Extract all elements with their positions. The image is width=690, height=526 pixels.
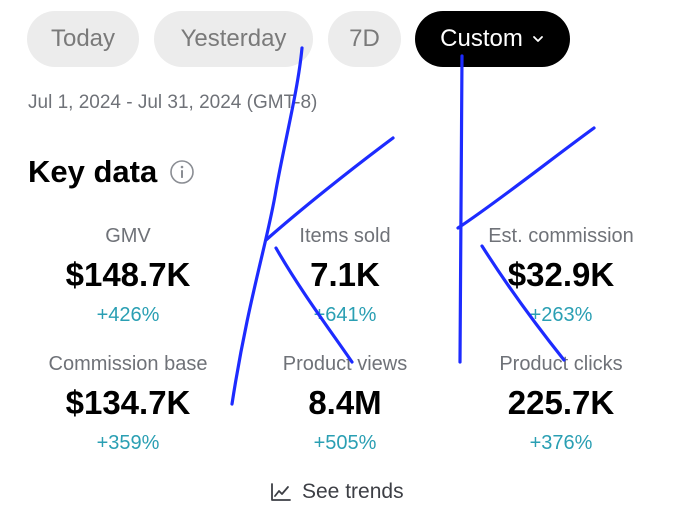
tab-yesterday[interactable]: Yesterday bbox=[154, 11, 313, 67]
metric-label: GMV bbox=[105, 225, 151, 247]
metric-value: $148.7K bbox=[65, 256, 191, 293]
tab-today-label: Today bbox=[50, 25, 116, 52]
section-title: Key data bbox=[28, 154, 158, 189]
line-chart-icon bbox=[271, 483, 291, 501]
metric-product-clicks[interactable]: Product clicks 225.7K +376% bbox=[451, 351, 671, 456]
metric-change: +426% bbox=[96, 304, 160, 326]
metric-change: +641% bbox=[313, 304, 377, 326]
metric-value: $134.7K bbox=[65, 384, 191, 421]
chevron-down-icon bbox=[532, 36, 543, 42]
tab-yesterday-label: Yesterday bbox=[180, 25, 287, 52]
see-trends-label: See trends bbox=[302, 480, 404, 503]
metric-change: +505% bbox=[313, 432, 377, 454]
metric-gmv[interactable]: GMV $148.7K +426% bbox=[18, 223, 238, 328]
metric-label: Commission base bbox=[48, 353, 208, 375]
metric-change: +263% bbox=[529, 304, 593, 326]
metric-value: 7.1K bbox=[310, 256, 380, 293]
tab-custom[interactable]: Custom bbox=[415, 11, 570, 67]
see-trends-button[interactable]: See trends bbox=[270, 480, 404, 504]
metric-label: Product clicks bbox=[499, 353, 623, 375]
metric-label: Est. commission bbox=[488, 225, 634, 247]
info-icon[interactable] bbox=[169, 159, 195, 185]
metric-change: +376% bbox=[529, 432, 593, 454]
metric-product-views[interactable]: Product views 8.4M +505% bbox=[235, 351, 455, 456]
metric-label: Product views bbox=[282, 353, 408, 375]
date-range: Jul 1, 2024 - Jul 31, 2024 (GMT-8) bbox=[28, 92, 318, 113]
metric-value: 225.7K bbox=[507, 384, 615, 421]
metric-change: +359% bbox=[96, 432, 160, 454]
metric-commission-base[interactable]: Commission base $134.7K +359% bbox=[18, 351, 238, 456]
metric-label: Items sold bbox=[299, 225, 391, 247]
metric-est-commission[interactable]: Est. commission $32.9K +263% bbox=[451, 223, 671, 328]
section-header: Key data bbox=[28, 154, 195, 190]
tab-custom-label: Custom bbox=[440, 25, 523, 52]
tab-7d[interactable]: 7D bbox=[328, 11, 401, 67]
metric-value: 8.4M bbox=[308, 384, 382, 421]
metric-value: $32.9K bbox=[507, 256, 615, 293]
metric-items-sold[interactable]: Items sold 7.1K +641% bbox=[235, 223, 455, 328]
tab-today[interactable]: Today bbox=[27, 11, 139, 67]
tab-7d-label: 7D bbox=[349, 25, 380, 52]
